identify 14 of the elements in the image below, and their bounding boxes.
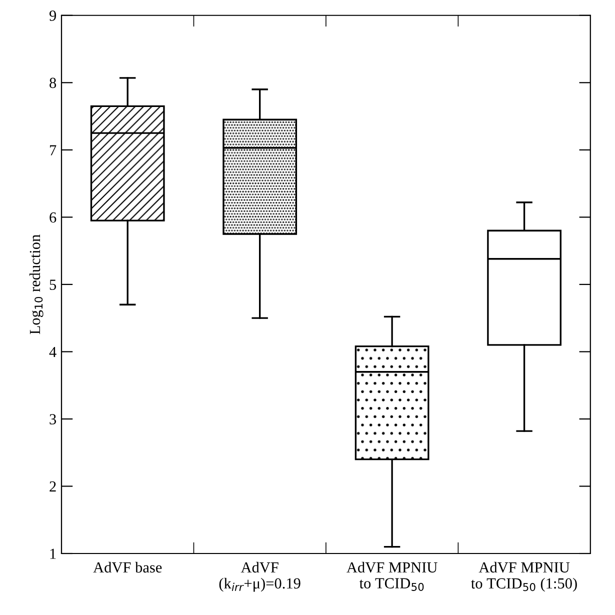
y-tick-label: 8 <box>50 78 56 88</box>
y-tick-label: 1 <box>50 548 56 559</box>
x-tick-label: AdVF MPNIU to TCID$_{50}$ <box>346 562 438 591</box>
x-tick-label: AdVF (k$_{irr}$+μ)=0.19 <box>219 562 300 592</box>
y-tick-label: 7 <box>50 145 56 156</box>
x-tick-label: AdVF base <box>93 562 162 573</box>
y-tick-label: 9 <box>49 10 56 21</box>
y-tick-label: 5 <box>50 280 56 290</box>
y-axis-title: Log$_{10}$ reduction <box>29 234 44 334</box>
y-tick-label: 2 <box>50 481 56 492</box>
x-tick-label: AdVF MPNIU to TCID$_{50}$ (1:50) <box>471 562 577 592</box>
y-tick-label: 4 <box>49 346 56 358</box>
y-tick-label: 6 <box>50 212 56 223</box>
y-tick-label: 3 <box>50 414 56 424</box>
